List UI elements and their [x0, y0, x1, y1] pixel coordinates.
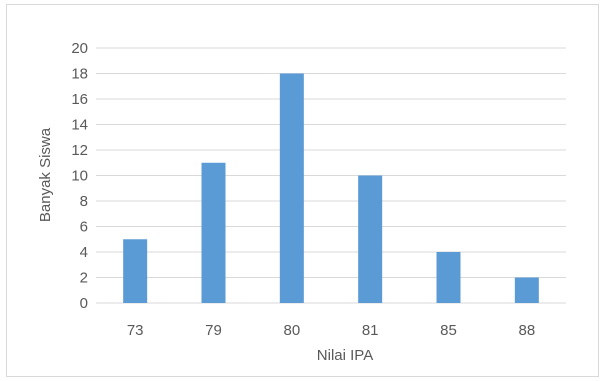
- y-tick-label: 14: [71, 117, 88, 134]
- y-tick-label: 12: [71, 142, 88, 159]
- y-tick-label: 18: [71, 66, 88, 83]
- y-tick-label: 6: [80, 219, 88, 236]
- y-axis-title: Banyak Siswa: [37, 127, 54, 222]
- x-tick-label: 85: [440, 322, 457, 339]
- bar-81: [358, 175, 383, 303]
- y-tick-label: 0: [80, 295, 88, 312]
- y-tick-label: 2: [80, 270, 88, 287]
- bar-79: [201, 162, 226, 303]
- x-tick-label: 80: [283, 322, 300, 339]
- bar-88: [514, 277, 539, 303]
- x-tick-label: 79: [205, 322, 222, 339]
- y-tick-label: 20: [71, 40, 88, 57]
- y-tick-label: 16: [71, 91, 88, 108]
- x-tick-label: 88: [518, 322, 535, 339]
- x-axis-title: Nilai IPA: [317, 347, 373, 364]
- bar-73: [123, 239, 148, 303]
- bar-80: [279, 73, 304, 303]
- y-axis-ticks: 0 2 4 6 8 10 12 14 16 18 20: [71, 40, 88, 312]
- x-tick-label: 81: [362, 322, 379, 339]
- y-tick-label: 10: [71, 168, 88, 185]
- y-tick-label: 8: [80, 193, 88, 210]
- y-tick-label: 4: [80, 244, 88, 261]
- x-tick-label: 73: [127, 322, 144, 339]
- x-axis-ticks: 73 79 80 81 85 88: [127, 322, 535, 339]
- gridlines: [96, 47, 566, 304]
- bar-85: [436, 252, 461, 303]
- bars: [123, 73, 539, 303]
